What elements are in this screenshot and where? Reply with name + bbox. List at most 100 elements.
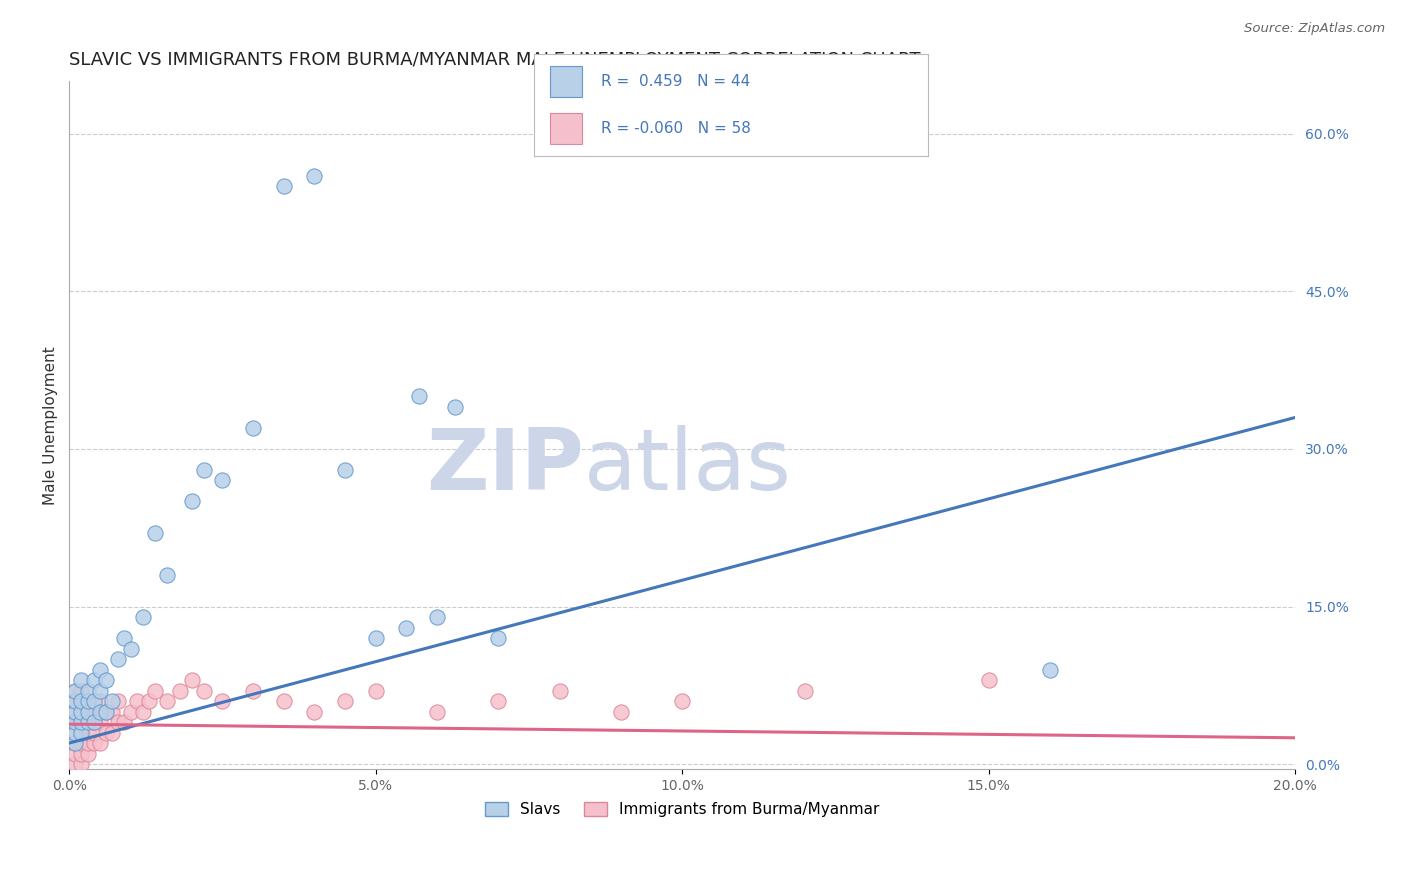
Point [70,714,93,729]
Point [107,714,129,729]
Bar [550,66,582,96]
Point [107,694,129,708]
Point [70,757,93,772]
Point [211,694,233,708]
Point [408,389,430,403]
Point [65,683,87,698]
Point [70,725,93,739]
Point [76,714,98,729]
Point [486,694,509,708]
Point [65,714,87,729]
Point [70,747,93,761]
Point [486,631,509,645]
Point [70,705,93,719]
Point [65,725,87,739]
Point [89,694,111,708]
Point [83,725,105,739]
Legend: Slavs, Immigrants from Burma/Myanmar: Slavs, Immigrants from Burma/Myanmar [479,797,886,823]
Point [89,736,111,750]
Point [1039,663,1062,677]
Point [89,683,111,698]
Point [65,736,87,750]
Point [273,694,295,708]
Point [107,652,129,666]
Point [333,694,356,708]
Point [169,683,191,698]
Point [94,673,117,687]
Point [89,705,111,719]
Point [156,568,179,582]
Point [304,169,326,183]
Point [76,705,98,719]
Point [65,747,87,761]
Point [395,620,418,634]
Point [70,694,93,708]
Point [65,736,87,750]
Point [138,694,160,708]
Point [83,714,105,729]
Point [70,725,93,739]
Point [83,714,105,729]
Point [70,714,93,729]
Point [65,683,87,698]
Point [156,694,179,708]
Text: ZIP: ZIP [426,425,583,508]
Point [94,725,117,739]
Text: R =  0.459   N = 44: R = 0.459 N = 44 [602,74,751,88]
Point [65,694,87,708]
Point [112,714,135,729]
Point [364,683,387,698]
Point [76,694,98,708]
Point [426,705,449,719]
Point [610,705,633,719]
Point [94,705,117,719]
Point [143,683,166,698]
Text: SLAVIC VS IMMIGRANTS FROM BURMA/MYANMAR MALE UNEMPLOYMENT CORRELATION CHART: SLAVIC VS IMMIGRANTS FROM BURMA/MYANMAR … [69,51,921,69]
Point [76,694,98,708]
Point [242,683,264,698]
Point [125,694,148,708]
Point [211,474,233,488]
Point [193,463,215,477]
Point [83,705,105,719]
Point [70,705,93,719]
Point [671,694,693,708]
Point [70,736,93,750]
Point [364,631,387,645]
Point [89,714,111,729]
Point [548,683,571,698]
Point [65,714,87,729]
Point [76,705,98,719]
Point [94,705,117,719]
Text: R = -0.060   N = 58: R = -0.060 N = 58 [602,121,751,136]
Point [83,694,105,708]
Point [65,757,87,772]
Point [70,694,93,708]
Point [444,400,467,414]
Point [101,725,124,739]
Point [180,494,202,508]
Point [70,683,93,698]
Point [76,725,98,739]
Point [65,725,87,739]
Point [83,736,105,750]
Text: atlas: atlas [583,425,792,508]
Point [120,705,142,719]
Point [273,179,295,194]
Point [193,683,215,698]
Point [83,673,105,687]
Point [76,747,98,761]
Point [76,714,98,729]
Point [76,736,98,750]
Point [65,694,87,708]
Point [977,673,1000,687]
Y-axis label: Male Unemployment: Male Unemployment [44,346,58,505]
Point [180,673,202,687]
Text: Source: ZipAtlas.com: Source: ZipAtlas.com [1244,22,1385,36]
Point [70,673,93,687]
Point [132,610,155,624]
Point [89,663,111,677]
Point [65,705,87,719]
Bar [550,113,582,144]
Point [101,705,124,719]
